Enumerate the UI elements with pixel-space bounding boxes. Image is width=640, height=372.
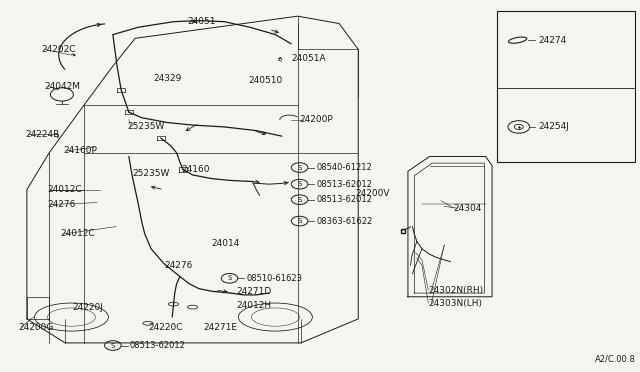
Text: S: S bbox=[227, 275, 232, 281]
Text: 08513-62012: 08513-62012 bbox=[129, 341, 186, 350]
Text: 25235W: 25235W bbox=[127, 122, 165, 131]
Text: 24276: 24276 bbox=[47, 200, 76, 209]
Text: 08513-62012: 08513-62012 bbox=[316, 180, 372, 189]
Text: 24224B: 24224B bbox=[25, 130, 60, 139]
Text: 24303N(LH): 24303N(LH) bbox=[428, 299, 483, 308]
Text: 24012C: 24012C bbox=[47, 185, 82, 194]
Text: A2/C.00.8: A2/C.00.8 bbox=[595, 354, 636, 363]
Text: 24304: 24304 bbox=[454, 203, 482, 213]
Text: 24014: 24014 bbox=[212, 239, 240, 248]
Text: S: S bbox=[111, 343, 115, 349]
Text: 08513-62012: 08513-62012 bbox=[316, 195, 372, 204]
Text: 25235W: 25235W bbox=[132, 169, 170, 177]
Bar bbox=[497, 11, 636, 162]
Text: 24160: 24160 bbox=[182, 165, 210, 174]
Text: 24160P: 24160P bbox=[64, 147, 98, 155]
Text: S: S bbox=[298, 181, 302, 187]
Text: 24220C: 24220C bbox=[148, 323, 182, 331]
Text: 24012C: 24012C bbox=[60, 230, 95, 238]
Text: 240510: 240510 bbox=[248, 76, 283, 85]
Text: S: S bbox=[298, 197, 302, 203]
Text: 24200G: 24200G bbox=[18, 323, 53, 331]
Text: 24051: 24051 bbox=[188, 17, 216, 26]
Text: 08540-61212: 08540-61212 bbox=[316, 163, 372, 172]
Text: 24051A: 24051A bbox=[291, 54, 326, 63]
Text: 24276: 24276 bbox=[164, 261, 192, 270]
Text: 24202C: 24202C bbox=[42, 45, 76, 54]
Text: 24271D: 24271D bbox=[236, 288, 271, 296]
Text: S: S bbox=[298, 164, 302, 170]
Text: 24012H: 24012H bbox=[236, 301, 271, 310]
Text: 24200V: 24200V bbox=[355, 189, 390, 198]
Text: 24329: 24329 bbox=[153, 74, 181, 83]
Text: S: S bbox=[298, 218, 302, 224]
Text: 24200P: 24200P bbox=[300, 115, 333, 124]
Text: 08363-61622: 08363-61622 bbox=[316, 217, 372, 225]
Text: 24254J: 24254J bbox=[539, 122, 570, 131]
Text: 08510-61623: 08510-61623 bbox=[246, 274, 302, 283]
Text: 24042M: 24042M bbox=[45, 82, 81, 91]
Text: 24271E: 24271E bbox=[204, 323, 237, 331]
Text: 24220J: 24220J bbox=[73, 302, 104, 312]
Text: 24274: 24274 bbox=[539, 36, 567, 45]
Text: 24302N(RH): 24302N(RH) bbox=[428, 286, 483, 295]
